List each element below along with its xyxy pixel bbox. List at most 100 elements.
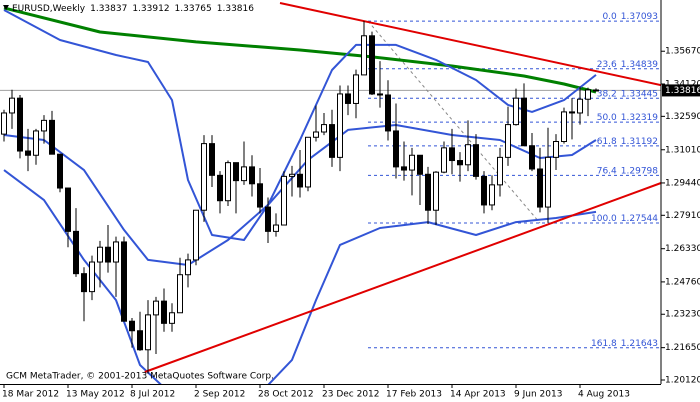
candle-body	[497, 156, 503, 186]
candle-body	[129, 320, 135, 332]
y-tick-label: 1.26330	[665, 244, 700, 254]
candle-body	[353, 74, 359, 104]
fibo-ratio: 161.8	[591, 338, 617, 348]
current-price-box	[662, 84, 700, 97]
bollinger-band	[3, 124, 597, 266]
candle-body	[49, 119, 55, 155]
candle-body	[593, 89, 599, 92]
x-tick-label: 28 Oct 2012	[258, 390, 314, 400]
candle-body	[473, 144, 479, 177]
candle-body	[313, 131, 319, 138]
header-open: 1.33837	[90, 4, 127, 14]
symbol-title: EURUSD,Weekly	[12, 4, 86, 14]
fibo-ratio: 0.0	[602, 12, 617, 22]
fibo-label: 76.4 1.29798	[597, 166, 659, 176]
overlay: EURUSD,Weekly 1.33837 1.33912 1.33765 1.3381…	[3, 4, 274, 382]
fibo-price: 1.37093	[621, 12, 658, 22]
candle-body	[489, 184, 495, 206]
candle-body	[233, 162, 239, 182]
fibo-ratio: 76.4	[597, 166, 617, 176]
candle-body	[201, 143, 207, 211]
candle-body	[33, 130, 39, 156]
candle-body	[73, 230, 79, 275]
candle-body	[105, 246, 111, 263]
fibo-ratio: 23.6	[597, 59, 617, 69]
header-icon	[3, 5, 9, 10]
candle-body	[65, 187, 71, 232]
candle-body	[257, 183, 263, 208]
axes: 1.356701.341201.325901.310101.294401.279…	[2, 47, 700, 400]
header-high: 1.33912	[132, 4, 169, 14]
candle-body	[337, 93, 343, 158]
y-tick-label: 1.29440	[665, 178, 700, 188]
candle-body	[169, 312, 175, 324]
y-tick-label: 1.31010	[665, 145, 700, 155]
x-tick-label: 8 Jul 2012	[130, 390, 175, 400]
candle-body	[369, 35, 375, 95]
x-tick-label: 9 Jun 2013	[514, 390, 562, 400]
candle-body	[273, 224, 279, 232]
candle-body	[457, 160, 463, 166]
y-tick-label: 1.24760	[665, 277, 700, 287]
candle-body	[9, 97, 15, 114]
candle-body	[553, 141, 559, 158]
candle-body	[41, 119, 47, 132]
candle-body	[577, 98, 583, 114]
candle-body	[241, 166, 247, 182]
y-tick-label: 1.20120	[665, 376, 700, 386]
candle-body	[249, 166, 255, 185]
candle-body	[529, 145, 535, 170]
fibo-label: 161.8 1.21643	[591, 338, 658, 348]
fibo-price: 1.29798	[621, 166, 658, 176]
candle-body	[425, 173, 431, 211]
bollinger-band	[3, 169, 597, 384]
candle-body	[585, 89, 591, 100]
candle-body	[513, 97, 519, 126]
x-tick-label: 23 Dec 2012	[322, 390, 380, 400]
x-tick-label: 17 Feb 2013	[386, 390, 442, 400]
candle-body	[289, 173, 295, 177]
candle-body	[81, 273, 87, 293]
candle-body	[545, 156, 551, 208]
y-tick-label: 1.21650	[665, 343, 700, 353]
candle-body	[145, 314, 151, 351]
candle-body	[377, 93, 383, 96]
candle-body	[137, 330, 143, 351]
fibo-price: 1.33445	[621, 89, 658, 99]
current-price-label: 1.33816	[665, 86, 700, 96]
candle-body	[121, 241, 127, 322]
candle-body	[217, 174, 223, 202]
candle-body	[177, 274, 183, 314]
x-tick-label: 2 Sep 2012	[194, 390, 245, 400]
candle-body	[305, 136, 311, 188]
header: EURUSD,Weekly 1.33837 1.33912 1.33765 1.3381…	[12, 4, 254, 14]
fibo-price: 1.32319	[621, 113, 658, 123]
fibo-label: 100.0 1.27544	[591, 214, 658, 224]
candle-body	[393, 130, 399, 168]
candle-body	[505, 124, 511, 158]
y-tick-label: 1.32590	[665, 112, 700, 122]
fibo-ratio: 38.2	[597, 89, 617, 99]
candle-body	[537, 168, 543, 208]
candle-body	[17, 97, 23, 152]
candle-body	[449, 147, 455, 162]
candle-body	[361, 35, 367, 76]
candle-body	[465, 144, 471, 166]
fibo-ratio: 100.0	[591, 214, 617, 224]
candle-body	[321, 124, 327, 133]
candle-body	[209, 143, 215, 176]
plot-area: 0.0 1.37093 23.6 1.34839 38.2 1.33445 50.0 1.32…	[0, 2, 661, 384]
candle-body	[161, 300, 167, 324]
fibo-label: 23.6 1.34839	[597, 59, 659, 69]
candle-body	[185, 259, 191, 276]
x-tick-label: 4 Aug 2013	[578, 390, 630, 400]
fibo-ratio: 61.8	[597, 136, 617, 146]
bollinger-band	[3, 9, 597, 241]
header-low: 1.33765	[175, 4, 212, 14]
candle-body	[97, 246, 103, 263]
candle-body	[345, 93, 351, 104]
candle-body	[401, 166, 407, 171]
